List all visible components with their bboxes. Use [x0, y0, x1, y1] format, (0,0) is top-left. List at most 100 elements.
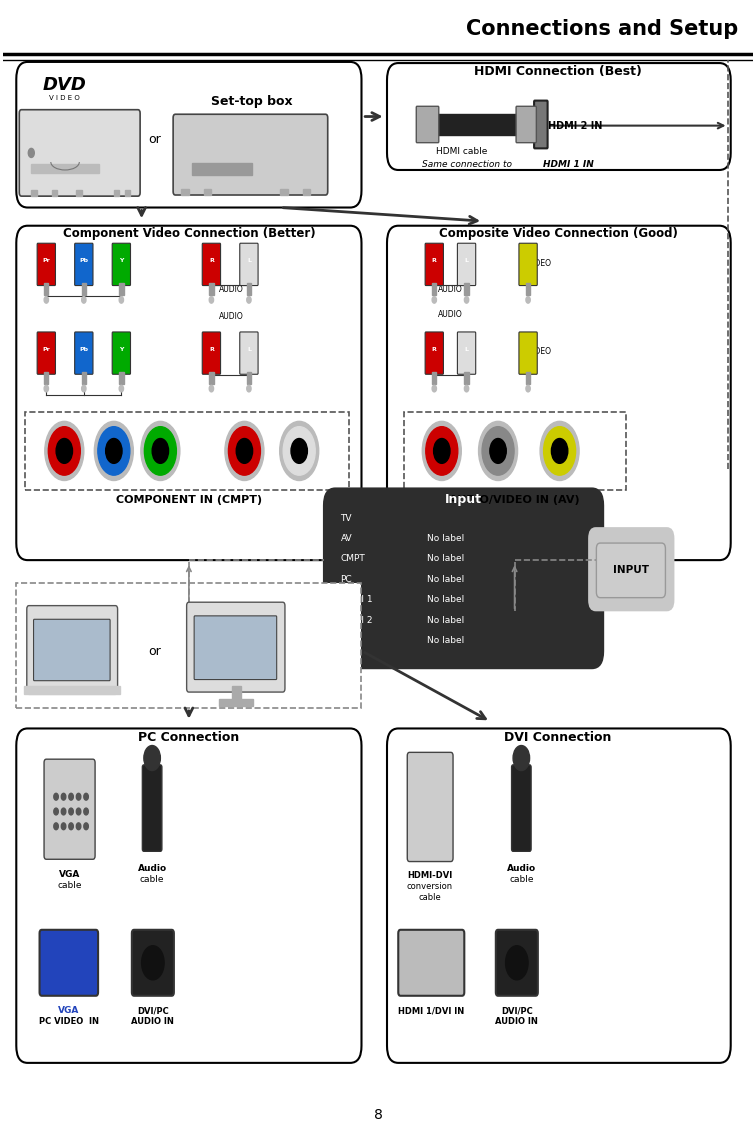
- Circle shape: [551, 439, 568, 463]
- Circle shape: [464, 296, 469, 303]
- Bar: [192, 163, 252, 175]
- Text: cable: cable: [140, 876, 164, 885]
- Text: TV: TV: [340, 513, 352, 522]
- Circle shape: [434, 439, 450, 463]
- FancyBboxPatch shape: [44, 759, 95, 860]
- FancyBboxPatch shape: [26, 606, 118, 694]
- Bar: [76, 191, 82, 197]
- Text: DVI Connection: DVI Connection: [504, 732, 612, 744]
- Text: Pb: Pb: [79, 347, 88, 352]
- Text: Y: Y: [119, 258, 123, 263]
- Text: DVI/PC: DVI/PC: [137, 1006, 169, 1015]
- Text: PC VIDEO  IN: PC VIDEO IN: [39, 1017, 99, 1026]
- FancyBboxPatch shape: [588, 527, 674, 612]
- Bar: [204, 190, 212, 195]
- Circle shape: [76, 793, 81, 800]
- Text: Audio: Audio: [507, 864, 536, 873]
- Text: Pb: Pb: [79, 258, 88, 263]
- FancyBboxPatch shape: [142, 765, 162, 852]
- Bar: [82, 373, 86, 384]
- Circle shape: [432, 296, 436, 303]
- FancyBboxPatch shape: [37, 243, 55, 286]
- Text: Y: Y: [119, 347, 123, 352]
- Text: AV: AV: [340, 534, 352, 543]
- Circle shape: [69, 823, 73, 830]
- Text: Set-top box: Set-top box: [211, 95, 293, 109]
- Circle shape: [28, 149, 34, 158]
- Text: conversion: conversion: [407, 882, 453, 892]
- Circle shape: [544, 426, 575, 475]
- Circle shape: [48, 426, 80, 475]
- FancyBboxPatch shape: [240, 243, 258, 286]
- Circle shape: [119, 296, 123, 303]
- FancyBboxPatch shape: [194, 616, 277, 680]
- FancyBboxPatch shape: [512, 765, 531, 852]
- Circle shape: [236, 439, 253, 463]
- Circle shape: [482, 426, 514, 475]
- FancyBboxPatch shape: [132, 929, 174, 996]
- Text: AUDIO: AUDIO: [438, 310, 463, 319]
- Text: HDMI 1/DVI IN: HDMI 1/DVI IN: [398, 1006, 464, 1015]
- Circle shape: [84, 793, 88, 800]
- Text: HDMI cable: HDMI cable: [436, 147, 488, 157]
- FancyBboxPatch shape: [534, 101, 547, 149]
- Bar: [82, 283, 86, 295]
- Circle shape: [228, 426, 260, 475]
- Text: DVI/PC: DVI/PC: [501, 1006, 533, 1015]
- Bar: [464, 373, 469, 384]
- Text: R: R: [432, 258, 437, 263]
- Text: VIDEO: VIDEO: [528, 258, 552, 267]
- FancyBboxPatch shape: [457, 331, 476, 374]
- Text: cable: cable: [418, 894, 442, 902]
- FancyBboxPatch shape: [387, 225, 731, 560]
- Circle shape: [526, 296, 530, 303]
- FancyBboxPatch shape: [387, 63, 731, 170]
- Circle shape: [54, 808, 58, 815]
- Text: Audio: Audio: [138, 864, 166, 873]
- Text: PC Connection: PC Connection: [138, 732, 240, 744]
- Circle shape: [69, 793, 73, 800]
- Text: CMPT: CMPT: [340, 554, 365, 563]
- Text: Same connection to: Same connection to: [422, 160, 514, 169]
- Text: L: L: [247, 347, 251, 352]
- FancyBboxPatch shape: [387, 728, 731, 1063]
- Text: .: .: [590, 160, 593, 169]
- Text: No label: No label: [427, 554, 464, 563]
- Circle shape: [106, 439, 122, 463]
- Text: Pr: Pr: [42, 258, 50, 263]
- Text: VIDEO: VIDEO: [528, 347, 552, 357]
- Bar: [181, 190, 189, 195]
- Bar: [23, 687, 120, 694]
- Text: Input: Input: [445, 494, 482, 506]
- FancyBboxPatch shape: [203, 243, 221, 286]
- Circle shape: [291, 439, 308, 463]
- Bar: [119, 373, 123, 384]
- FancyBboxPatch shape: [112, 331, 131, 374]
- FancyBboxPatch shape: [173, 114, 327, 195]
- FancyBboxPatch shape: [112, 243, 131, 286]
- Circle shape: [44, 385, 48, 392]
- Circle shape: [141, 945, 164, 980]
- FancyBboxPatch shape: [324, 488, 603, 669]
- Text: No label: No label: [427, 616, 464, 625]
- Text: AUDIO/VIDEO IN (AV): AUDIO/VIDEO IN (AV): [449, 495, 580, 505]
- Text: L: L: [464, 258, 469, 263]
- Text: 8: 8: [373, 1109, 383, 1122]
- Bar: [246, 283, 251, 295]
- Text: Connections and Setup: Connections and Setup: [466, 19, 738, 39]
- FancyBboxPatch shape: [75, 243, 93, 286]
- Text: R: R: [209, 347, 214, 352]
- Bar: [44, 373, 48, 384]
- FancyBboxPatch shape: [17, 225, 361, 560]
- FancyBboxPatch shape: [425, 331, 444, 374]
- Bar: [526, 373, 530, 384]
- Circle shape: [98, 426, 130, 475]
- FancyBboxPatch shape: [407, 752, 453, 862]
- Text: No label: No label: [427, 637, 464, 646]
- Text: HDMI 2 IN: HDMI 2 IN: [548, 121, 603, 130]
- Circle shape: [45, 422, 84, 480]
- Text: L: L: [464, 347, 469, 352]
- FancyBboxPatch shape: [425, 243, 444, 286]
- Text: DVD: DVD: [42, 75, 86, 94]
- Bar: [114, 191, 119, 197]
